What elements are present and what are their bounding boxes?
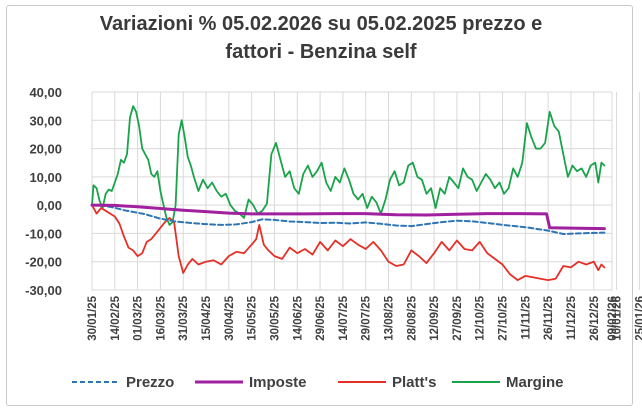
axis-layer: 40,00 30,00 20,00 10,00 0,00 -10,00 -20,00 -30,… [25, 85, 642, 341]
x-tick-label: 13/08/25 [383, 295, 395, 340]
x-tick-label: 14/06/25 [292, 295, 304, 340]
x-tick-label: 12/10/25 [475, 295, 487, 340]
x-tick-label: 30/04/25 [224, 295, 236, 340]
x-tick-label: 09/02/26 [607, 296, 619, 341]
y-tick-label: -30,00 [25, 283, 62, 298]
y-tick-label: 10,00 [29, 170, 62, 185]
x-tick-label: 15/05/25 [247, 295, 259, 340]
x-tick-label: 10/01/26 [612, 296, 624, 341]
series-line-imposte [90, 203, 606, 231]
x-tick-label: 30/01/25 [87, 295, 99, 340]
y-tick-label: 40,00 [29, 85, 62, 100]
x-tick-label: 15/04/25 [201, 295, 213, 340]
legend-label: Prezzo [126, 374, 174, 391]
x-tick-label: 11/12/25 [566, 295, 578, 340]
x-tick-label: 14/07/25 [338, 295, 350, 340]
x-tick-label: 30/05/25 [269, 295, 281, 340]
chart-title-line-1: Variazioni % 05.02.2026 su 05.02.2025 pr… [99, 13, 543, 35]
y-tick-label: 30,00 [29, 113, 62, 128]
legend-label: Imposte [249, 374, 307, 391]
x-tick-label: 25/01/26 [634, 296, 642, 341]
y-tick-label: 0,00 [37, 198, 62, 213]
x-tick-label: 29/07/25 [361, 295, 373, 340]
chart-title-line-2: fattori - Benzina self [225, 41, 417, 63]
x-tick-label: 26/11/25 [543, 295, 555, 340]
x-tick-label: 11/11/25 [520, 295, 532, 339]
y-tick-label: -20,00 [25, 255, 62, 270]
x-tick-label: 29/06/25 [315, 295, 327, 340]
x-tick-label: 28/08/25 [406, 295, 418, 340]
grid-layer [91, 91, 640, 291]
series-line-prezzo [91, 204, 606, 235]
x-tick-label: 26/12/25 [589, 295, 601, 340]
legend-label: Platt's [392, 374, 436, 391]
x-tick-label: 14/02/25 [110, 295, 122, 340]
x-tick-label: 16/03/25 [155, 295, 167, 340]
y-tick-label: -10,00 [25, 226, 62, 241]
plot-area [91, 91, 613, 291]
series-line-platts [91, 204, 606, 281]
x-tick-label: 31/03/25 [178, 295, 190, 340]
legend-label: Margine [506, 374, 564, 391]
y-tick-label: 20,00 [29, 142, 62, 157]
chart-title: Variazioni % 05.02.2026 su 05.02.2025 pr… [0, 10, 642, 66]
legend: Prezzo Imposte Platt's Margine [72, 374, 564, 391]
series-line-margine [91, 105, 606, 226]
x-tick-label: 01/03/25 [133, 295, 145, 340]
x-tick-label: 27/10/25 [498, 295, 510, 340]
x-tick-label: 12/09/25 [429, 295, 441, 340]
series-layer [90, 105, 606, 281]
x-tick-label: 27/09/25 [452, 295, 464, 340]
